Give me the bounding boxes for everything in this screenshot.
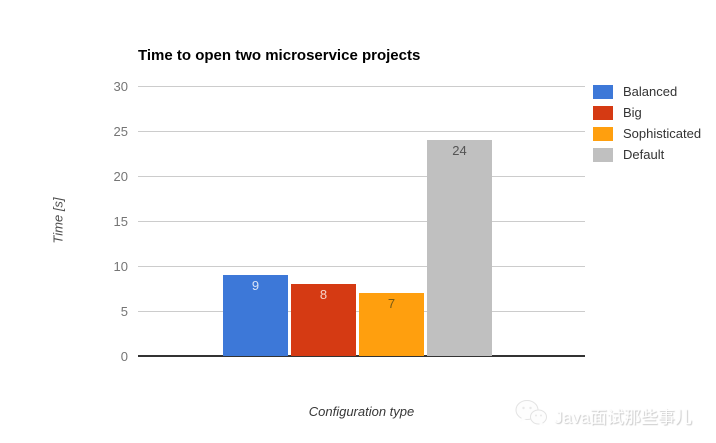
bar-big <box>291 284 356 356</box>
legend-swatch <box>593 127 613 141</box>
y-axis-title: Time [s] <box>50 197 66 244</box>
watermark: Java面试那些事儿 <box>514 396 709 432</box>
bar-sophisticated <box>359 293 424 356</box>
bar-default <box>427 140 492 356</box>
bar-value-label: 24 <box>452 143 467 158</box>
y-tick-label: 30 <box>113 79 128 94</box>
legend-swatch <box>593 85 613 99</box>
chart-title: Time to open two microservice projects <box>138 47 421 64</box>
watermark-text: Java面试那些事儿 <box>554 408 692 427</box>
y-tick-label: 25 <box>113 124 128 139</box>
bar-value-label: 9 <box>251 278 260 293</box>
gridline <box>138 221 585 222</box>
x-axis-title: Configuration type <box>308 404 415 419</box>
y-tick-label: 5 <box>120 304 128 319</box>
legend-label: Default <box>623 147 665 162</box>
y-tick-label: 0 <box>120 349 128 364</box>
legend-label: Sophisticated <box>623 126 702 141</box>
y-tick-label: 20 <box>113 169 128 184</box>
x-axis-line <box>138 355 585 357</box>
gridline <box>138 176 585 177</box>
legend-label: Big <box>623 105 642 120</box>
legend-label: Balanced <box>623 84 678 99</box>
bar-value-label: 8 <box>319 287 328 302</box>
wechat-icon <box>514 398 548 433</box>
bar-balanced <box>223 275 288 356</box>
legend-swatch <box>593 148 613 162</box>
gridline <box>138 86 585 87</box>
bar-value-label: 7 <box>387 296 396 311</box>
gridline <box>138 266 585 267</box>
y-tick-label: 15 <box>113 214 128 229</box>
legend-swatch <box>593 106 613 120</box>
gridline <box>138 131 585 132</box>
y-tick-label: 10 <box>113 259 128 274</box>
